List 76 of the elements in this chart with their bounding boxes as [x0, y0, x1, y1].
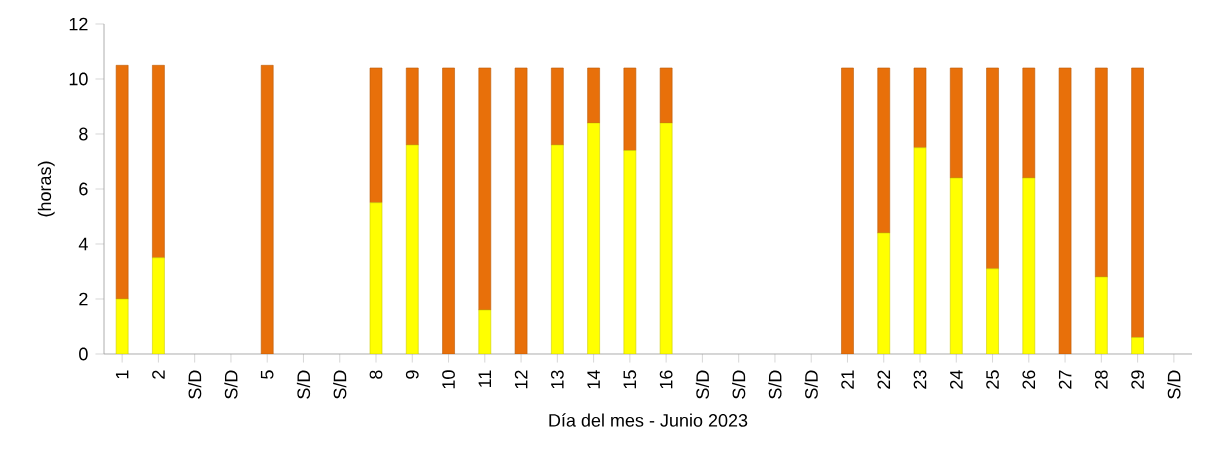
x-tick-label: S/D [732, 370, 746, 399]
bar [115, 298, 129, 354]
x-tick-label: 22 [877, 370, 891, 389]
bar [587, 122, 600, 354]
x-tick-label: S/D [188, 370, 202, 399]
bar [659, 67, 673, 124]
bar [551, 144, 564, 354]
bar [1022, 177, 1036, 354]
x-tick-label: 2 [152, 370, 165, 379]
x-tick-label: 8 [369, 370, 383, 379]
y-tick-label: 12 [69, 17, 88, 31]
y-tick-label: 6 [79, 182, 88, 196]
x-tick-label: 14 [587, 370, 600, 389]
x-tick-label: S/D [768, 370, 782, 399]
bar [514, 67, 528, 354]
bar [841, 67, 854, 354]
bar [405, 67, 419, 146]
x-tick-label: 27 [1058, 370, 1072, 389]
x-tick-label: S/D [1167, 370, 1181, 399]
bar [369, 67, 383, 204]
x-tick-label: 1 [115, 370, 129, 379]
x-tick-label: 12 [514, 370, 528, 389]
x-tick-label: 24 [949, 370, 963, 389]
x-tick-label: 9 [405, 370, 419, 379]
x-tick-label: 28 [1094, 370, 1108, 389]
y-tick-label: 8 [79, 127, 88, 141]
bar [986, 67, 999, 270]
y-tick-label: 4 [78, 237, 88, 251]
y-tick-label: 2 [79, 292, 88, 306]
bar [587, 67, 600, 124]
bar [1131, 337, 1144, 354]
bar [551, 67, 564, 146]
x-tick-label: 11 [478, 370, 491, 387]
x-tick-label: S/D [333, 370, 347, 399]
bar [152, 64, 165, 259]
x-tick-label: 10 [442, 370, 455, 389]
bar [949, 67, 963, 179]
x-axis-title: Día del mes - Junio 2023 [549, 413, 748, 427]
bar [1095, 276, 1108, 354]
x-tick-label: 23 [913, 370, 927, 389]
bar [115, 64, 129, 300]
x-tick-label: 16 [659, 370, 673, 389]
bar [877, 67, 891, 234]
x-tick-label: S/D [804, 370, 818, 399]
bar [913, 147, 927, 354]
bar [478, 67, 492, 311]
bar [1095, 67, 1108, 278]
x-tick-label: 25 [986, 370, 999, 389]
bar [659, 122, 673, 354]
x-tick-label: 5 [260, 370, 274, 379]
y-tick-label: 10 [69, 72, 88, 86]
x-tick-label: 15 [623, 370, 637, 389]
x-tick-label: S/D [695, 370, 710, 399]
y-axis-title: (horas) [37, 161, 55, 217]
bar [442, 67, 455, 354]
x-tick-label: 21 [841, 370, 854, 389]
bar [405, 144, 419, 354]
x-tick-label: S/D [224, 370, 238, 399]
x-tick-label: 26 [1022, 370, 1036, 389]
bar [1058, 67, 1072, 354]
bar [1022, 67, 1036, 179]
bar [623, 150, 637, 354]
x-tick-label: 13 [550, 370, 564, 389]
bar [623, 67, 637, 151]
bar [949, 177, 963, 354]
bar [478, 309, 492, 354]
x-tick-label: 29 [1131, 370, 1144, 389]
bar [369, 202, 383, 354]
bar [152, 257, 165, 354]
y-tick-label: 0 [79, 347, 88, 361]
bar [877, 232, 891, 354]
bar [986, 268, 999, 354]
bar [1131, 67, 1144, 338]
x-tick-label: S/D [296, 370, 311, 399]
bar [260, 64, 274, 354]
bar [913, 67, 927, 149]
